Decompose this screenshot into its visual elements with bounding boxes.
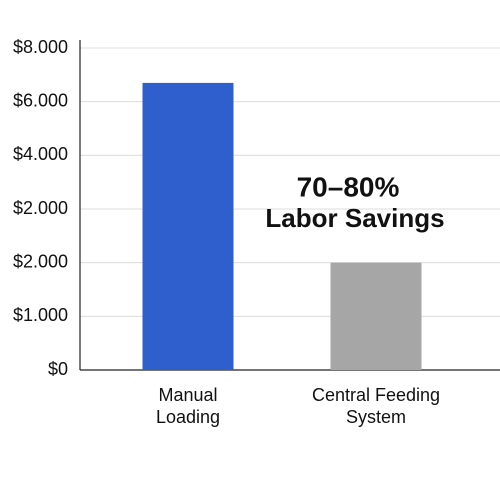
annotation: 70–80% [297, 171, 400, 202]
y-tick-label: $6.000 [13, 90, 68, 110]
annotation: Labor Savings [265, 203, 444, 233]
y-tick-label: $4.000 [13, 144, 68, 164]
y-tick-label: $0 [48, 359, 68, 379]
x-tick-label: Manual Loading [155, 385, 221, 427]
bar [330, 262, 422, 370]
y-tick-label: $8.000 [13, 37, 68, 57]
x-tick-label: Central Feeding System [311, 385, 441, 427]
y-tick-label: $2.000 [13, 198, 68, 218]
bar [142, 82, 234, 370]
y-tick-label: $1.000 [13, 305, 68, 325]
y-tick-label: $2.000 [13, 251, 68, 271]
